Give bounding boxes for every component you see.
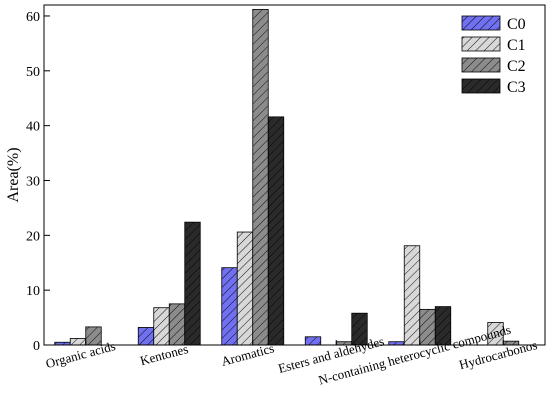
- bar-hatch: [487, 322, 504, 345]
- legend-label-c3: C3: [507, 79, 526, 96]
- bar-hatch: [138, 327, 154, 345]
- bar-hatch: [419, 309, 436, 345]
- legend-swatch-hatch: [462, 58, 500, 72]
- y-tick-label: 60: [26, 10, 40, 25]
- bar-hatch: [351, 313, 368, 345]
- bar-hatch: [268, 116, 284, 345]
- bar-hatch: [70, 338, 86, 345]
- bar-hatch: [85, 326, 102, 345]
- legend-label-c0: C0: [507, 16, 526, 33]
- y-axis: 0 10 20 30 40 50 60: [26, 10, 50, 354]
- y-tick-label: 30: [26, 174, 40, 189]
- bar-hatch: [435, 306, 451, 345]
- bar-hatch: [184, 222, 201, 345]
- bars-layer: [54, 8, 520, 346]
- bar-hatch: [54, 342, 71, 345]
- bar-hatch: [305, 336, 321, 345]
- bar-hatch: [252, 9, 269, 346]
- bar-hatch: [221, 267, 238, 345]
- y-tick-label: 50: [26, 65, 40, 80]
- bar-hatch: [503, 341, 519, 345]
- legend-label-c1: C1: [507, 37, 526, 54]
- legend-swatch-hatch: [462, 16, 500, 30]
- legend-swatch-hatch: [462, 37, 500, 51]
- y-tick-label: 40: [26, 120, 40, 135]
- bar-hatch: [336, 341, 352, 345]
- legend: C0 C1 C2 C3: [461, 15, 526, 96]
- y-tick-label: 0: [33, 339, 40, 354]
- bar-hatch: [404, 245, 420, 345]
- legend-swatch-hatch: [462, 79, 500, 93]
- y-tick-label: 10: [26, 284, 40, 299]
- y-tick-label: 20: [26, 229, 40, 244]
- legend-label-c2: C2: [507, 58, 526, 75]
- bar-hatch: [153, 307, 170, 345]
- bar-hatch: [169, 303, 185, 345]
- plot-frame: [43, 4, 546, 346]
- y-axis-label: Area(%): [5, 147, 22, 202]
- bar-hatch: [388, 341, 405, 345]
- bar-hatch: [237, 232, 253, 345]
- x-axis: Organic acids Kentones Aromatics Esters and…: [44, 322, 539, 388]
